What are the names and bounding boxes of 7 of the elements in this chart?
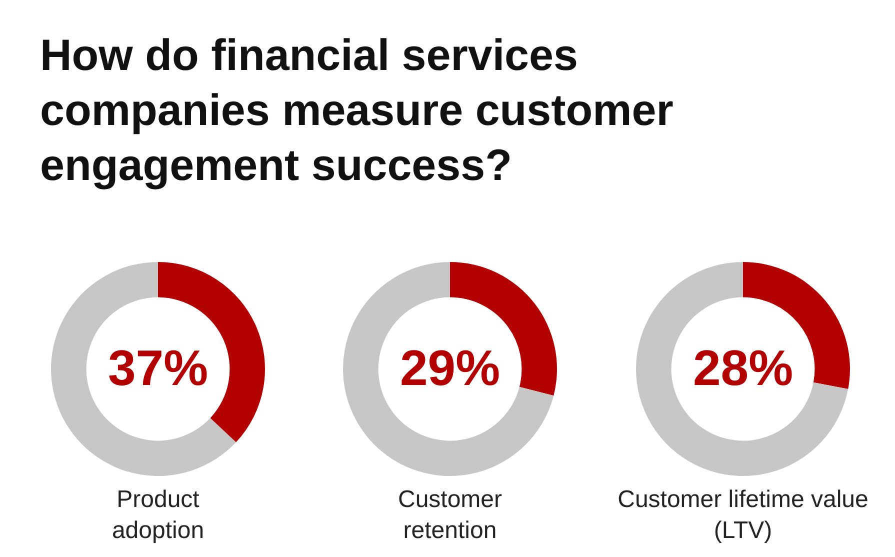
data-label: 28%	[692, 340, 794, 396]
text: Customer retention	[396, 485, 504, 546]
data-label: 29%	[400, 340, 500, 396]
text: How do financial services companies measure customer engagement success?	[40, 30, 674, 192]
text: Customer lifetime value (LTV)	[616, 485, 870, 546]
data-label: 37%	[108, 340, 208, 396]
text: Product adoption	[110, 485, 206, 546]
